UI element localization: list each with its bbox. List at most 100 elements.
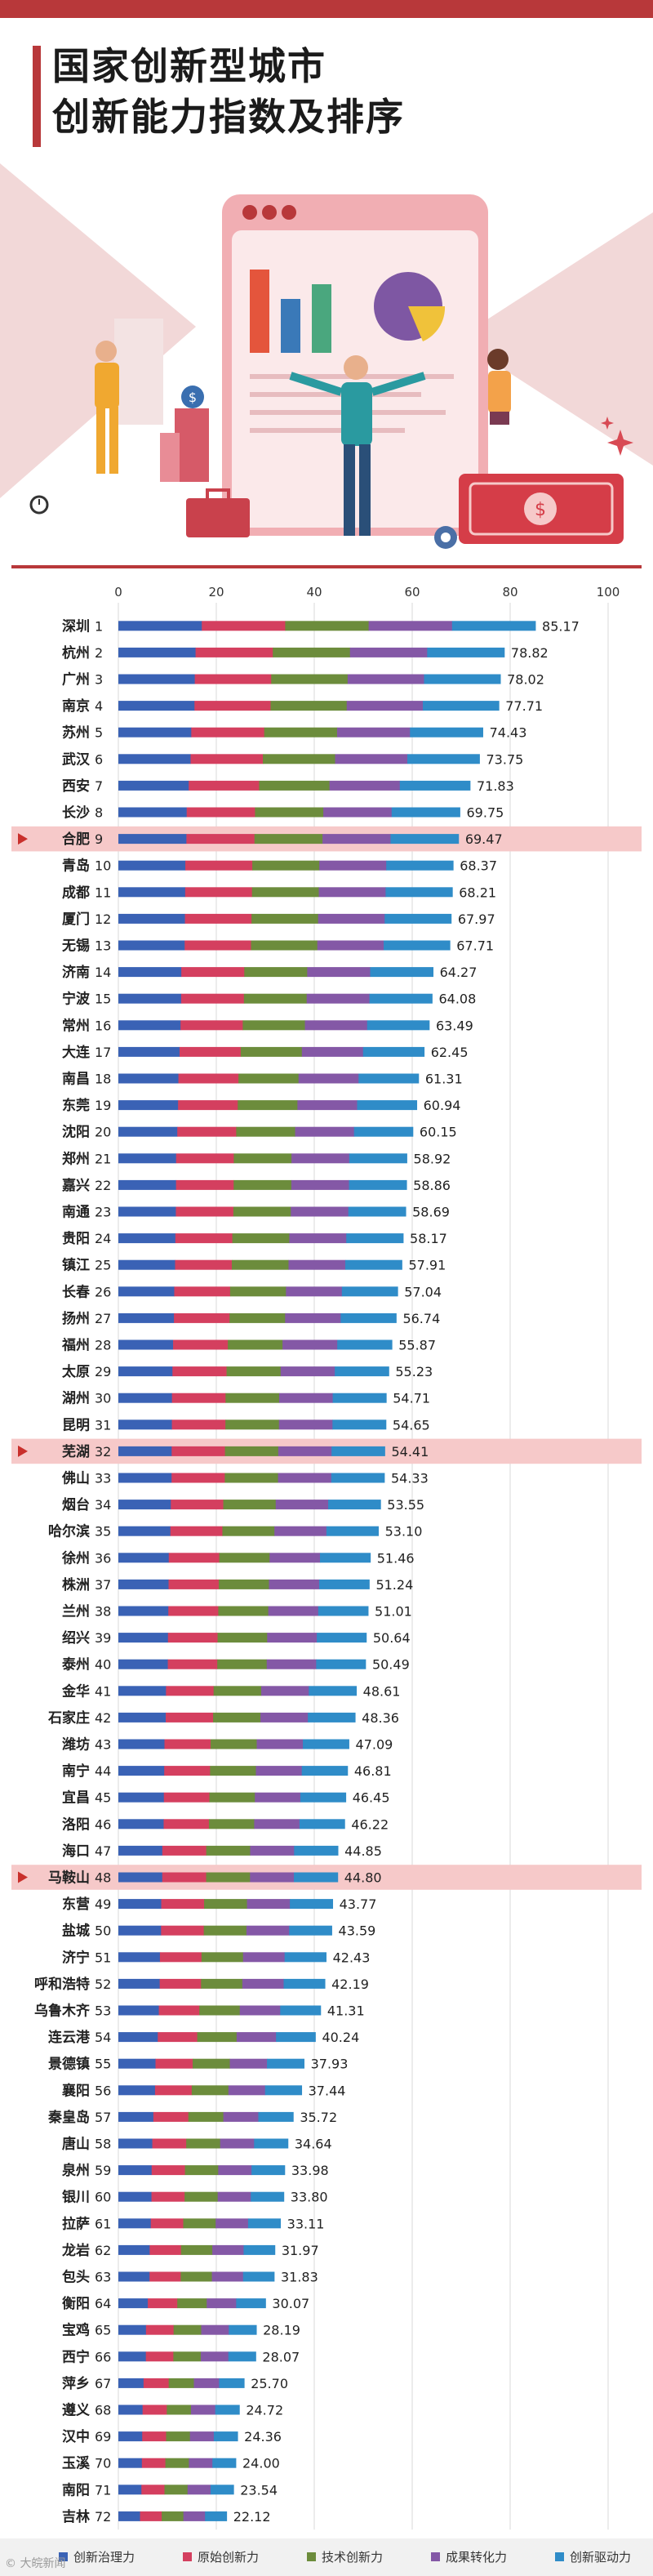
rank-label: 50 <box>95 1923 111 1939</box>
bar-segment <box>297 1100 358 1111</box>
bar-segment <box>329 780 401 791</box>
bar-segment <box>118 2298 149 2309</box>
value-label: 60.15 <box>420 1125 457 1140</box>
city-label: 芜湖 <box>62 1443 90 1460</box>
value-label: 31.97 <box>282 2243 319 2258</box>
bar-segment <box>118 1899 162 1910</box>
city-label: 哈尔滨 <box>48 1523 90 1540</box>
bar-segment <box>152 2138 187 2149</box>
bar-row: 济宁 51 42.43 <box>62 1949 370 1966</box>
bar-row: 乌鲁木齐 53 41.31 <box>34 2003 365 2020</box>
bar-segment <box>226 1366 282 1377</box>
person-right-figure <box>487 349 511 425</box>
city-label: 唐山 <box>62 2136 90 2153</box>
bar-segment <box>194 701 271 711</box>
rank-label: 33 <box>95 1471 111 1486</box>
grid-layer <box>118 603 609 2530</box>
bar-segment <box>168 2378 194 2388</box>
title-accent-bar <box>33 46 41 147</box>
city-label: 广州 <box>62 671 90 689</box>
bar-segment <box>199 2005 241 2016</box>
bar-segment <box>269 1553 321 1563</box>
bar-row: 宁波 15 64.08 <box>62 991 476 1008</box>
bar-row: 马鞍山 48 44.80 <box>11 1865 642 1890</box>
bar-segment <box>251 2165 286 2176</box>
bar-segment <box>171 1500 224 1510</box>
rank-label: 14 <box>95 965 111 980</box>
bar-row: 青岛 10 68.37 <box>62 858 497 875</box>
bar-segment <box>385 887 453 898</box>
value-label: 50.49 <box>372 1657 410 1673</box>
city-label: 西宁 <box>62 2348 90 2365</box>
value-label: 51.24 <box>375 1577 413 1593</box>
legend-item: 创新驱动力 <box>555 2550 631 2565</box>
bar-row: 深圳 1 85.17 <box>62 617 580 635</box>
bar-row: 西宁 66 28.07 <box>62 2348 300 2365</box>
bar-segment <box>256 1739 304 1749</box>
bar-segment <box>280 1366 335 1377</box>
bar-row: 玉溪 70 24.00 <box>62 2456 280 2472</box>
bar-segment <box>323 807 393 818</box>
small-building-left <box>114 319 163 425</box>
legend-label: 成果转化力 <box>446 2550 507 2565</box>
bar-segment <box>184 2191 219 2202</box>
bar-segment <box>118 647 196 657</box>
bar-segment <box>143 2378 170 2388</box>
bar-segment <box>186 834 255 845</box>
bar-segment <box>118 1313 175 1323</box>
rank-label: 64 <box>95 2296 111 2311</box>
bar-segment <box>280 2005 322 2016</box>
bar-row: 昆明 31 54.65 <box>62 1417 430 1433</box>
bar-segment <box>118 940 185 951</box>
title-block: 国家创新型城市 创新能力指数及排序 <box>52 41 405 142</box>
city-label: 玉溪 <box>62 2456 91 2472</box>
bar-segment <box>278 1446 332 1456</box>
bar-segment <box>228 1339 283 1350</box>
bar-segment <box>278 1473 332 1483</box>
bar-segment <box>164 1766 211 1776</box>
rank-label: 2 <box>95 645 103 661</box>
rank-label: 28 <box>95 1338 111 1353</box>
bar-segment <box>300 1792 347 1803</box>
bar-segment <box>171 1393 226 1403</box>
rank-label: 37 <box>95 1577 111 1593</box>
city-label: 福州 <box>61 1337 90 1354</box>
bar-segment <box>206 1872 251 1883</box>
value-label: 71.83 <box>477 778 514 794</box>
value-label: 28.07 <box>262 2349 300 2364</box>
bar-segment <box>243 2244 276 2255</box>
rank-label: 4 <box>95 698 103 714</box>
bar-segment <box>231 1259 289 1270</box>
value-label: 42.19 <box>331 1977 369 1992</box>
bar-segment <box>151 2165 185 2176</box>
bar-segment <box>118 1179 177 1190</box>
bar-segment <box>263 754 335 764</box>
bar-segment <box>285 621 370 631</box>
bar-segment <box>118 1206 176 1217</box>
bar-segment <box>155 2058 193 2069</box>
rank-label: 62 <box>95 2243 111 2258</box>
bar-segment <box>118 2485 142 2495</box>
bar-segment <box>357 1100 418 1111</box>
person-center-figure <box>289 355 426 536</box>
svg-text:$: $ <box>535 500 546 520</box>
bar-segment <box>390 834 460 845</box>
rank-label: 27 <box>95 1311 111 1326</box>
bar-segment <box>149 2244 182 2255</box>
bar-segment <box>118 1126 178 1137</box>
bar-segment <box>173 2351 202 2362</box>
bar-segment <box>206 1845 251 1856</box>
value-label: 54.65 <box>393 1417 430 1433</box>
bar-segment <box>118 2511 140 2521</box>
bar-segment <box>118 1952 161 1963</box>
rank-label: 53 <box>95 2003 111 2019</box>
person-left-figure <box>95 341 119 474</box>
city-label: 太原 <box>62 1363 90 1380</box>
bar-row: 成都 11 68.21 <box>62 884 496 901</box>
bar-row: 杭州 2 78.82 <box>62 644 549 662</box>
bar-segment <box>224 1446 279 1456</box>
page-title-line-1: 国家创新型城市 <box>52 44 326 88</box>
bar-segment <box>258 2111 294 2122</box>
bar-segment <box>166 2431 191 2442</box>
bar-segment <box>185 860 253 871</box>
